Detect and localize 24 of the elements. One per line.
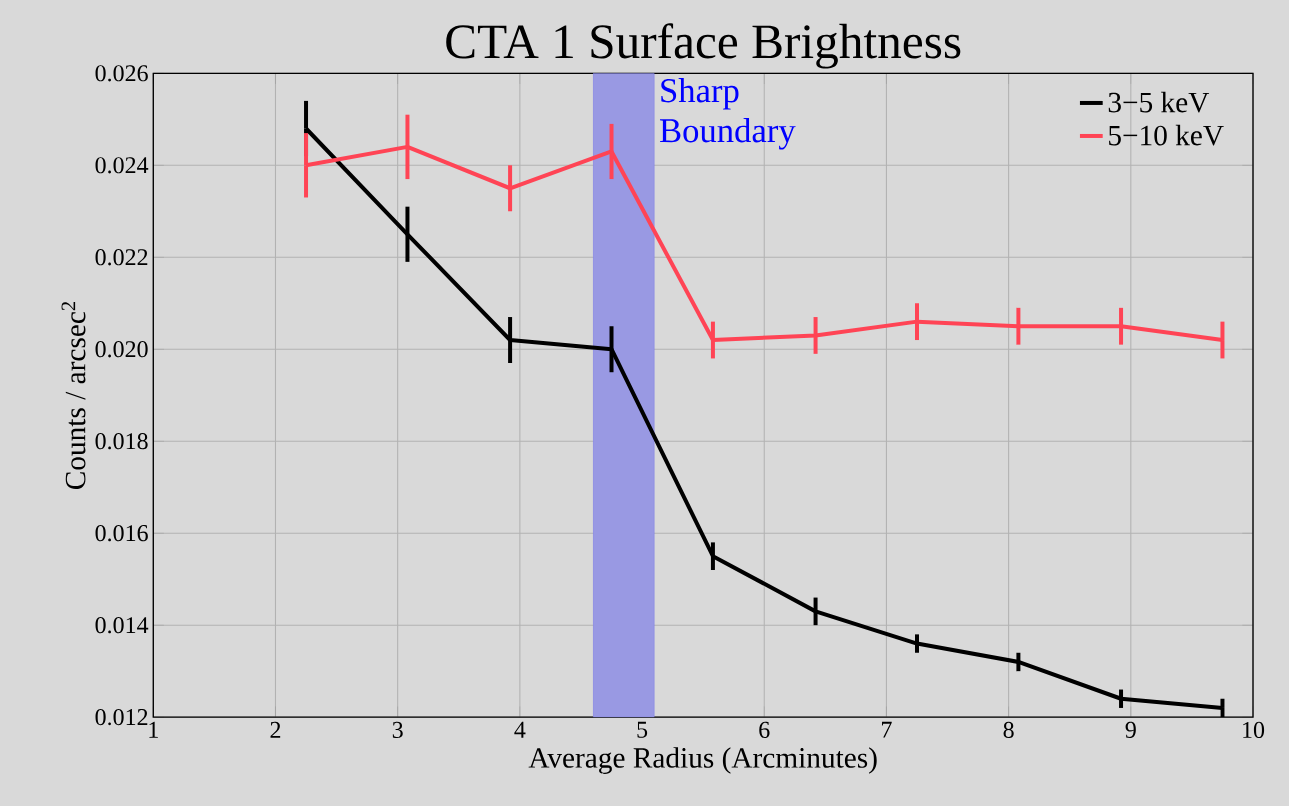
legend-label: 5−10 keV [1109, 124, 1224, 146]
y-tick-label: 0.024 [95, 156, 149, 174]
chart-title: CTA 1 Surface Brightness [446, 23, 961, 69]
x-tick-label: 10 [1243, 721, 1265, 738]
x-tick-label: 3 [392, 721, 403, 738]
x-tick-label: 8 [1003, 721, 1014, 738]
x-tick-label: 6 [759, 721, 770, 738]
x-tick-label: 1 [149, 721, 158, 738]
x-axis-title: Average Radius (Arcminutes) [528, 746, 877, 774]
y-tick-label: 0.014 [95, 616, 149, 634]
band-label: Sharp Boundary [659, 77, 796, 150]
x-tick-label: 4 [514, 721, 526, 738]
y-tick-label: 0.012 [95, 708, 148, 726]
y-axis-title: Counts / arcsec$^{2}$ [61, 301, 86, 489]
x-tick-label: 7 [882, 721, 892, 738]
x-tick-label: 5 [637, 721, 648, 738]
y-tick-label: 0.022 [95, 248, 148, 266]
y-tick-label: 0.026 [95, 64, 148, 82]
y-tick-label: 0.016 [95, 524, 148, 542]
x-tick-label: 9 [1125, 721, 1136, 738]
y-tick-label: 0.018 [95, 432, 148, 450]
x-tick-label: 2 [270, 721, 281, 738]
y-tick-label: 0.020 [95, 340, 148, 358]
legend-label: 3−5 keV [1108, 91, 1210, 113]
